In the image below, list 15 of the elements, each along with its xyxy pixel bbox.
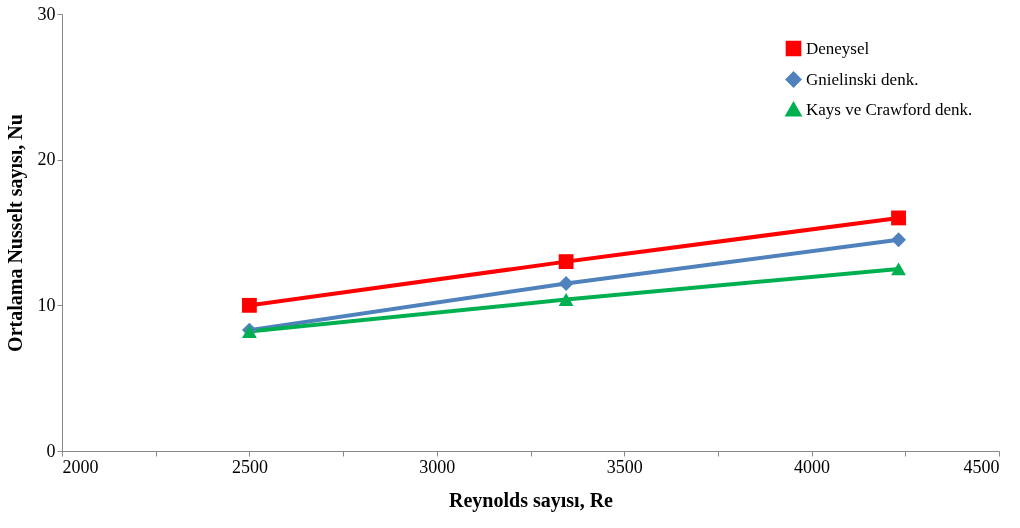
y-tick-label: 10 — [37, 294, 56, 315]
y-axis-title: Ortalama Nusselt sayısı, Nu — [3, 114, 27, 352]
y-tick-label: 30 — [37, 3, 56, 24]
x-tick-label: 4500 — [963, 456, 1000, 477]
x-tick-label: 3000 — [419, 456, 456, 477]
legend-label: Kays ve Crawford denk. — [806, 99, 973, 119]
x-tick-label: 2500 — [231, 456, 268, 477]
x-tick-label: 4000 — [794, 456, 831, 477]
x-tick-label: 2000 — [62, 456, 99, 477]
x-axis-title: Reynolds sayısı, Re — [449, 488, 614, 512]
legend-label: Deneysel — [806, 38, 870, 58]
y-tick-label: 0 — [46, 440, 56, 461]
y-tick-label: 20 — [37, 149, 56, 170]
x-tick-label: 3500 — [606, 456, 643, 477]
legend-label: Gnielinski denk. — [806, 69, 919, 89]
